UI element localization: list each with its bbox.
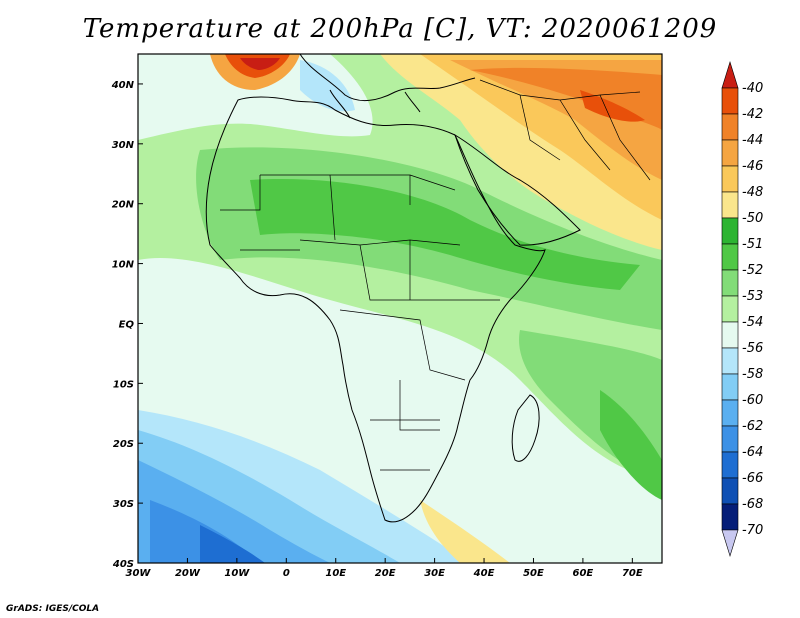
colorbar-bottom-triangle [721,529,739,558]
latitude-axis: 40N 30N 20N 10N EQ 10S 20S 30S 40S [111,80,143,570]
lat-tick-label: 40N [111,80,135,91]
colorbar-level-label: -51 [742,237,763,252]
colorbar-swatch [721,425,739,453]
field-band-52 [250,179,640,290]
field-band-52-east [600,390,662,500]
colorbar-level-label: -46 [742,159,763,174]
lon-tick-label: 30E [424,568,445,579]
lon-tick-label: 10W [224,568,250,579]
mideast-borders [479,79,651,181]
colorbar-swatch [721,87,739,115]
map-title: Temperature at 200hPa [C], VT: 202006120… [82,14,718,44]
colorbar: -40 -42 -44 -46 -48 -50 -51 -52 -53 -54 -56 -58 -60 -… [721,60,763,558]
lat-tick-label: 30S [113,499,134,510]
colorbar-swatch [721,139,739,167]
colorbar-level-label: -40 [742,81,763,96]
field-band-44 [470,67,662,130]
colorbar-swatch [721,321,739,349]
madagascar-outline [511,394,540,462]
colorbar-swatch [721,165,739,193]
africa-outline [205,96,546,523]
lon-tick-label: 30W [126,568,152,579]
lat-tick-label: EQ [119,319,135,330]
longitude-axis: 30W 20W 10W 0 10E 20E 30E 40E 50E 60E 70E [126,558,643,579]
lon-tick-label: 10E [325,568,346,579]
lon-tick-label: 60E [573,568,594,579]
lon-tick-label: 70E [622,568,643,579]
colorbar-swatch [721,217,739,245]
field-band-40-nw [240,58,280,70]
colorbar-swatch [721,269,739,297]
lat-tick-label: 40S [112,559,134,570]
colorbar-level-label: -52 [742,263,763,278]
lat-tick-label: 10S [113,379,134,390]
colorbar-level-label: -42 [742,107,763,122]
lat-tick-label: 30N [112,140,135,151]
colorbar-level-label: -70 [742,523,763,538]
colorbar-level-label: -66 [742,471,763,486]
europe-coast [299,54,476,119]
colorbar-level-label: -60 [742,393,763,408]
colorbar-level-label: -56 [742,341,763,356]
colorbar-level-label: -62 [742,419,763,434]
colorbar-level-label: -44 [742,133,763,148]
lat-tick-label: 20N [112,200,135,211]
lat-tick-label: 10N [112,260,135,271]
colorbar-swatch [721,503,739,531]
colorbar-level-label: -68 [742,497,763,512]
colorbar-level-label: -53 [742,289,763,304]
lon-tick-label: 20E [375,568,396,579]
colorbar-swatch [721,451,739,479]
colorbar-swatch [721,295,739,323]
lat-tick-label: 20S [113,439,134,450]
field-band-50-south [420,500,510,563]
lon-tick-label: 50E [523,568,544,579]
field-band-64 [200,525,265,563]
temperature-field [138,54,662,563]
colorbar-swatch [721,347,739,375]
field-band-42 [580,90,645,122]
arabia-outline [454,133,581,246]
colorbar-top-triangle [721,60,739,89]
colorbar-level-label: -54 [742,315,763,330]
lon-tick-label: 40E [473,568,495,579]
border-lines [220,174,500,471]
credit-text: GrADS: IGES/COLA [6,604,100,614]
colorbar-swatch [721,113,739,141]
colorbar-swatch [721,243,739,271]
colorbar-level-label: -58 [742,367,763,382]
colorbar-swatch [721,191,739,219]
lon-tick-label: 0 [283,568,290,579]
colorbar-swatch [721,399,739,427]
colorbar-level-label: -48 [742,185,763,200]
coastlines [205,54,651,523]
field-band-56-north [300,60,355,112]
lon-tick-label: 20W [175,568,201,579]
colorbar-level-label: -64 [742,445,763,460]
plot-frame [137,53,663,564]
colorbar-level-label: -50 [742,211,763,226]
colorbar-swatch [721,373,739,401]
colorbar-swatch [721,477,739,505]
